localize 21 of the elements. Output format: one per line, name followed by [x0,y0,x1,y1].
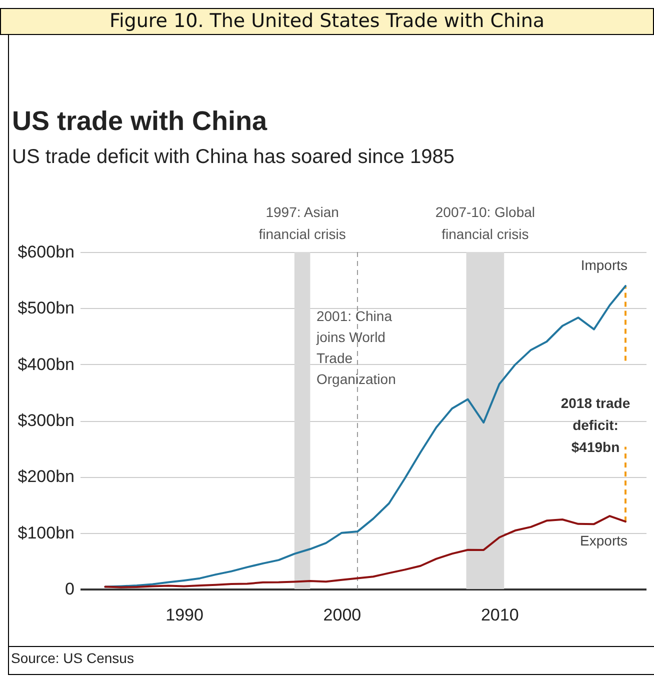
series-label: Exports [580,532,628,549]
y-tick-label: $100bn [18,523,74,542]
x-tick-label: 1990 [166,606,204,624]
chart-title: US trade with China [12,106,268,137]
series-label: Imports [580,256,628,273]
y-tick-label: $400bn [18,354,74,374]
ref-line-label: 2001: China joins World Trade Organization [315,308,396,387]
y-tick-label: $500bn [18,298,74,318]
x-tick-label: 2010 [480,606,519,624]
line-series [104,515,627,588]
x-tick-label: 2000 [323,606,362,624]
source-note: Source: US Census [11,650,134,666]
caption: Figure 10. The United States Trade with China [0,8,654,35]
y-tick-label: 0 [65,580,74,598]
band-label: 1997: Asian financial crisis [258,204,346,242]
ref-line-label: 2018 trade deficit: $419bn [560,394,630,455]
y-tick-label: $600bn [18,242,74,262]
chart-subtitle: US trade deficit with China has soared since 1985 [12,146,454,169]
band-label: 2007-10: Global financial crisis [435,204,536,242]
y-tick-label: $300bn [18,411,74,430]
y-tick-label: $200bn [18,467,74,486]
